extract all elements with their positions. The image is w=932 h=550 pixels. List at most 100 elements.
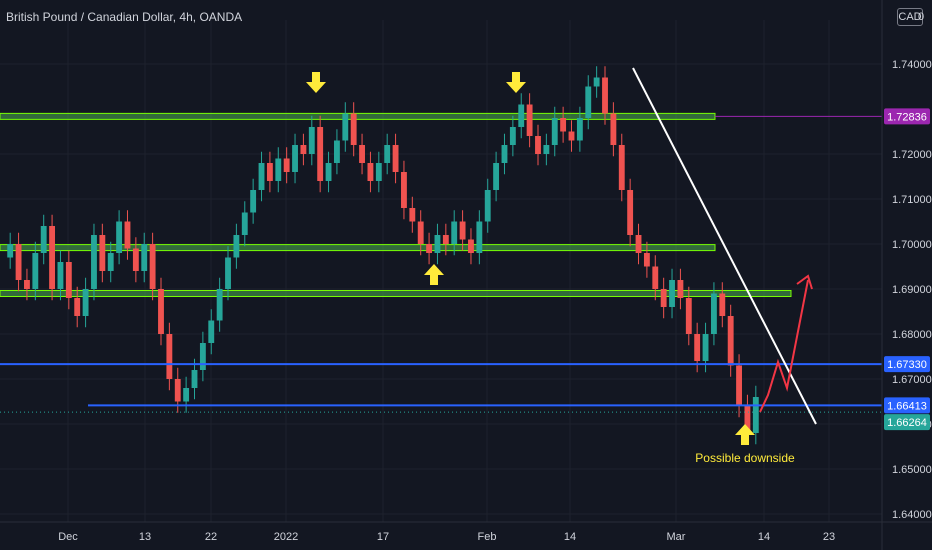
candle-body [727,316,734,366]
candle-body [241,212,248,235]
candle-body [694,334,701,361]
candle-body [191,370,198,388]
currency-badge[interactable]: CAD [897,8,923,26]
up-arrow-marker [735,424,755,445]
candle-body [65,262,72,298]
candle-body [91,235,97,289]
x-tick-label: 23 [823,531,835,543]
candle-body [24,280,30,289]
candle-body [74,298,81,316]
candle-body [610,113,617,145]
candle-body [40,226,47,253]
candle-body [283,158,290,172]
candle-body [518,104,525,127]
candle-body [685,298,692,334]
candle-body [392,145,399,172]
y-tick-label: 1.71000 [892,194,932,206]
candle-body [99,235,106,271]
candle-body [576,118,583,141]
projection-arrowhead [796,274,813,290]
y-tick-label: 1.64000 [892,509,932,521]
x-tick-label: 13 [139,531,151,543]
candle-body [476,221,483,253]
x-tick-label: 17 [377,531,389,543]
grid-lines [0,20,882,522]
candle-body [560,118,567,132]
y-tick-label: 1.70000 [892,239,932,251]
candle-body [434,235,441,253]
candle-body [57,262,64,289]
candle-body [300,145,307,154]
candle-body [643,253,650,267]
candle-body [233,235,240,258]
candle-body [669,280,675,307]
price-label-text: 1.72836 [887,111,927,123]
candle-body [342,113,349,141]
x-tick-label: 2022 [274,531,298,543]
candle-body [535,136,541,154]
x-tick-label: 14 [758,531,770,543]
candle-body [216,289,223,321]
arrows-layer: Possible downside [306,72,795,465]
candle-body [593,77,600,87]
price-label-text: 1.67330 [887,359,927,371]
candle-body [350,113,357,145]
resistance-zone-upper [0,112,716,120]
candle-body [124,221,131,249]
x-tick-label: Feb [478,531,497,543]
candle-body [426,244,433,253]
candle-body [292,145,298,172]
x-tick-label: Mar [667,531,686,543]
candle-body [468,239,474,253]
candle-body [744,406,751,433]
candle-body [484,190,491,222]
up-arrow-marker [424,264,444,285]
x-tick-label: 14 [564,531,576,543]
currency-tail: 0 [918,11,925,23]
candle-body [166,334,173,379]
price-label-box [884,414,930,431]
candle-body [333,140,340,163]
candle-body [719,293,726,316]
x-tick-label: 22 [205,531,217,543]
candle-body [602,77,608,114]
candle-body [199,343,206,370]
candle-body [225,257,231,289]
y-tick-label: 1.72000 [892,149,932,161]
candle-body [174,379,181,402]
candle-body [208,320,215,343]
candle-body [442,235,449,244]
y-tick-label: 1.68000 [892,329,932,341]
y-tick-label: 1.74000 [892,59,932,71]
candle-body [736,365,742,406]
candle-body [752,397,759,433]
candle-body [417,221,424,244]
candle-body [585,86,592,118]
candle-body [183,388,190,402]
candle-body [258,163,265,190]
candle-body [677,280,684,298]
price-label-box [884,356,930,373]
candle-body [501,145,508,163]
downtrend-line [632,67,817,425]
candle-body [116,221,123,253]
lines-layer [0,67,882,425]
candle-body [618,145,625,190]
candle-body [509,127,516,145]
candle-body [325,163,332,181]
candle-body [543,145,550,154]
candle-body [401,172,407,208]
chart-title: British Pound / Canadian Dollar, 4h, OAN… [6,10,243,24]
candle-body [367,163,374,181]
candle-body [409,208,416,222]
candle-body [275,158,282,181]
price-label-text: 1.66264 [887,417,927,429]
candle-body [627,190,634,235]
candle-body [493,163,500,190]
y-tick-label: 1.67000 [892,374,932,386]
candle-body [317,127,324,181]
price-label-box [884,397,930,414]
candle-body [107,253,114,271]
